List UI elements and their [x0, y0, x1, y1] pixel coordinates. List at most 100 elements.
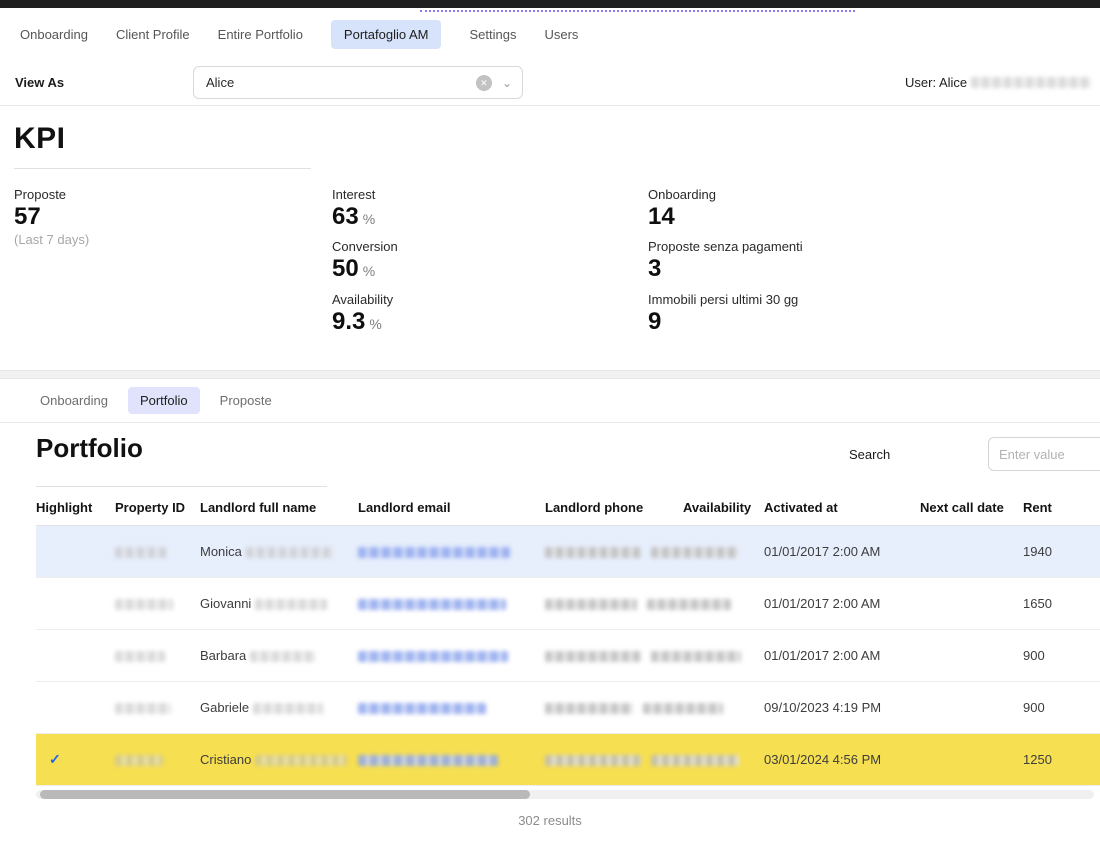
redacted-last-name	[255, 599, 327, 610]
redacted-last-name	[250, 651, 316, 662]
table-row[interactable]: Gabriele 09/10/2023 4:19 PM900	[36, 682, 1100, 734]
kpi-value: 9	[648, 309, 1100, 335]
property-id-cell	[115, 648, 200, 663]
kpi-onboarding: Onboarding 14	[648, 187, 1100, 230]
kpi-underline	[14, 168, 311, 169]
redacted-phone	[545, 755, 641, 766]
activated-at-cell: 09/10/2023 4:19 PM	[764, 700, 920, 715]
property-id-cell	[115, 700, 200, 715]
redacted-email	[358, 547, 510, 558]
redacted-last-name	[246, 547, 334, 558]
property-id-cell	[115, 752, 200, 767]
column-header-next-call-date: Next call date	[920, 500, 1023, 515]
redacted-phone	[651, 755, 739, 766]
kpi-unit: %	[363, 211, 375, 227]
activated-at-cell: 01/01/2017 2:00 AM	[764, 544, 920, 559]
landlord-phone-cell	[545, 648, 683, 663]
column-header-landlord-phone: Landlord phone	[545, 500, 683, 515]
check-icon: ✓	[49, 751, 61, 767]
landlord-name-cell: Giovanni	[200, 596, 358, 611]
redacted-user-detail	[971, 77, 1091, 88]
kpi-value: 63%	[332, 204, 648, 230]
redacted-property-id	[115, 547, 167, 558]
nav-tab-entire-portfolio[interactable]: Entire Portfolio	[218, 20, 303, 49]
kpi-immobili-persi: Immobili persi ultimi 30 gg 9	[648, 292, 1100, 335]
kpi-availability: Availability 9.3%	[332, 292, 648, 335]
results-count: 302 results	[0, 799, 1100, 844]
search-input[interactable]	[988, 437, 1100, 471]
kpi-value: 57	[14, 204, 332, 230]
activated-at-cell: 03/01/2024 4:56 PM	[764, 752, 920, 767]
kpi-grid: Proposte 57 (Last 7 days) Interest 63% C…	[0, 187, 1100, 344]
kpi-label: Interest	[332, 187, 648, 202]
redacted-property-id	[115, 599, 173, 610]
table-row[interactable]: Barbara 01/01/2017 2:00 AM 900	[36, 630, 1100, 682]
table-header-row: HighlightProperty IDLandlord full nameLa…	[36, 489, 1100, 526]
property-id-cell	[115, 596, 200, 611]
landlord-name-cell: Barbara	[200, 648, 358, 663]
kpi-proposte-senza-pagamenti: Proposte senza pagamenti 3	[648, 239, 1100, 282]
nav-tab-users[interactable]: Users	[544, 20, 578, 49]
kpi-label: Conversion	[332, 239, 648, 254]
rent-cell: 1650	[1023, 596, 1100, 611]
rent-cell: 1940	[1023, 544, 1100, 559]
clear-icon[interactable]: ✕	[476, 75, 492, 91]
view-as-label: View As	[15, 75, 64, 90]
portfolio-table: HighlightProperty IDLandlord full nameLa…	[36, 489, 1100, 786]
rent-cell: 900	[1023, 648, 1100, 663]
portfolio-tab-proposte[interactable]: Proposte	[220, 387, 272, 414]
kpi-subtitle: (Last 7 days)	[14, 232, 332, 247]
view-as-select[interactable]: Alice ✕ ⌄	[193, 66, 523, 99]
horizontal-scrollbar[interactable]	[36, 790, 1094, 799]
property-id-cell	[115, 544, 200, 559]
landlord-phone-cell	[545, 596, 683, 611]
landlord-email-cell	[358, 544, 545, 559]
landlord-phone-cell	[545, 752, 683, 767]
redacted-phone	[643, 703, 723, 714]
redacted-email	[358, 755, 498, 766]
portfolio-title: Portfolio	[36, 433, 143, 464]
kpi-section: KPI Proposte 57 (Last 7 days) Interest 6…	[0, 106, 1100, 370]
redacted-phone	[545, 651, 641, 662]
redacted-phone	[651, 651, 741, 662]
table-row[interactable]: Monica 01/01/2017 2:00 AM 1940	[36, 526, 1100, 578]
kpi-label: Proposte senza pagamenti	[648, 239, 1100, 254]
portfolio-header: Portfolio Search	[0, 423, 1100, 489]
chevron-down-icon[interactable]: ⌄	[502, 76, 512, 90]
column-header-highlight: Highlight	[36, 500, 115, 515]
redacted-phone	[545, 547, 641, 558]
nav-tab-settings[interactable]: Settings	[469, 20, 516, 49]
table-row[interactable]: ✓Cristiano 03/01/2024 4:56 PM1250	[36, 734, 1100, 786]
drop-indicator-dotted-line	[420, 10, 855, 12]
redacted-phone	[545, 599, 637, 610]
column-header-availability: Availability	[683, 500, 764, 515]
main-nav: Onboarding Client Profile Entire Portfolio…	[0, 8, 1100, 60]
kpi-value: 14	[648, 204, 1100, 230]
landlord-first-name: Cristiano	[200, 752, 251, 767]
kpi-label: Availability	[332, 292, 648, 307]
scrollbar-thumb[interactable]	[40, 790, 530, 799]
kpi-label: Immobili persi ultimi 30 gg	[648, 292, 1100, 307]
landlord-first-name: Barbara	[200, 648, 246, 663]
nav-tab-client-profile[interactable]: Client Profile	[116, 20, 190, 49]
kpi-conversion: Conversion 50%	[332, 239, 648, 282]
highlight-cell: ✓	[36, 751, 115, 768]
activated-at-cell: 01/01/2017 2:00 AM	[764, 648, 920, 663]
nav-tab-portafoglio-am[interactable]: Portafoglio AM	[331, 20, 442, 49]
section-divider-band	[0, 370, 1100, 379]
kpi-value: 3	[648, 256, 1100, 282]
table-row[interactable]: Giovanni 01/01/2017 2:00 AM1650	[36, 578, 1100, 630]
landlord-name-cell: Monica	[200, 544, 358, 559]
column-header-landlord-full-name: Landlord full name	[200, 500, 358, 515]
column-header-rent: Rent	[1023, 500, 1100, 515]
nav-tab-onboarding[interactable]: Onboarding	[20, 20, 88, 49]
landlord-first-name: Gabriele	[200, 700, 249, 715]
redacted-email	[358, 651, 508, 662]
portfolio-tab-portfolio[interactable]: Portfolio	[128, 387, 200, 414]
redacted-last-name	[253, 703, 323, 714]
landlord-name-cell: Cristiano	[200, 752, 358, 767]
landlord-first-name: Monica	[200, 544, 242, 559]
redacted-phone	[651, 547, 739, 558]
portfolio-tab-onboarding[interactable]: Onboarding	[40, 387, 108, 414]
landlord-email-cell	[358, 752, 545, 767]
